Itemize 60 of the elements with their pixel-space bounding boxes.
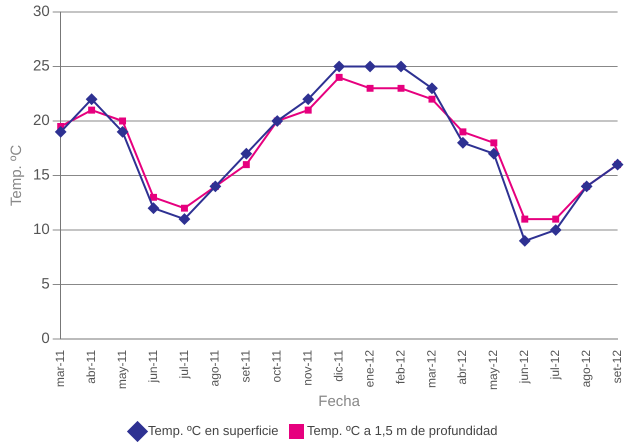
point (334, 61, 345, 72)
x-tick-label: mar-12 (424, 350, 438, 388)
x-tick-label: ago-11 (208, 350, 222, 386)
point (240, 148, 252, 160)
x-tick-label: ene-12 (362, 350, 376, 388)
x-axis-title: Fecha (318, 393, 361, 410)
y-tick-label: 25 (32, 58, 50, 75)
point (550, 224, 562, 236)
y-tick-label: 0 (41, 330, 50, 348)
point (302, 94, 314, 105)
x-tick-label: set-12 (610, 350, 624, 384)
x-tick-label: may-11 (114, 350, 129, 390)
y-tick-label: 10 (32, 221, 50, 238)
y-tick-label: 20 (32, 112, 50, 130)
point (457, 137, 468, 148)
x-tick-label: jun-11 (146, 350, 160, 384)
point (119, 118, 126, 124)
point (304, 106, 312, 114)
x-tick-label: may-12 (486, 350, 500, 390)
point (490, 139, 498, 146)
y-tick-label: 15 (32, 166, 50, 184)
point (398, 84, 404, 92)
y-axis-title: Temp. ºC (8, 144, 26, 206)
point (148, 202, 160, 214)
point (242, 161, 250, 168)
point (88, 106, 96, 114)
x-tick-label: jun-12 (517, 350, 532, 384)
point (86, 94, 98, 105)
point (117, 126, 128, 138)
point (272, 115, 283, 126)
x-tick-label: abr-11 (84, 350, 98, 384)
point (366, 84, 374, 92)
legend-label: Temp. ºC en superficie (148, 423, 279, 438)
point (459, 128, 466, 136)
point (150, 194, 157, 201)
point (180, 204, 188, 212)
point (178, 214, 190, 225)
x-tick-label: nov-11 (300, 350, 315, 386)
point (336, 74, 343, 81)
x-tick-label: mar-11 (52, 350, 67, 388)
point (519, 235, 530, 246)
y-tick-label: 5 (41, 276, 50, 293)
point (521, 216, 528, 223)
x-tick-label: oct-11 (270, 350, 284, 382)
point (552, 216, 560, 223)
point (426, 82, 438, 94)
x-tick-label: abr-12 (455, 350, 470, 385)
x-tick-label: feb-12 (393, 350, 408, 384)
point (488, 148, 500, 160)
y-tick-label: 30 (32, 3, 50, 20)
legend-label: Temp. ºC a 1,5 m de profundidad (307, 423, 498, 438)
x-tick-label: ago-12 (578, 350, 593, 388)
x-tick-label: jul-11 (176, 350, 191, 380)
point (364, 61, 376, 72)
x-tick-label: jul-12 (548, 350, 562, 380)
point (428, 96, 436, 103)
point (55, 126, 66, 138)
x-tick-label: set-11 (238, 350, 253, 382)
point (396, 61, 407, 72)
x-tick-label: dic-11 (331, 350, 346, 382)
